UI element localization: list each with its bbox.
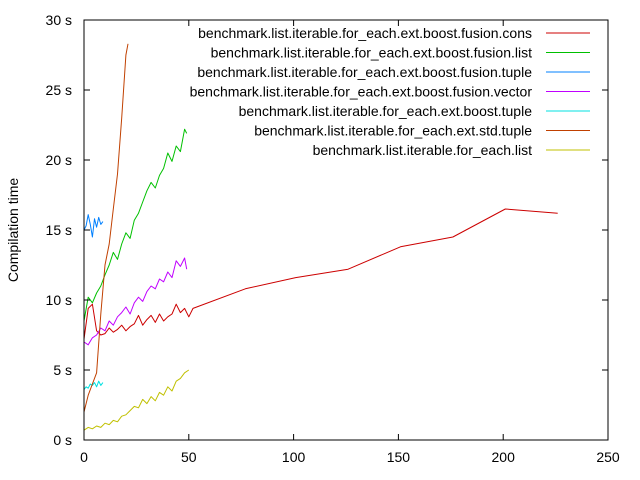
x-tick-label: 0 (80, 449, 88, 465)
x-tick-label: 50 (181, 449, 197, 465)
legend-label: benchmark.list.iterable.for_each.ext.boo… (190, 84, 533, 100)
series-layer (83, 43, 558, 431)
series-line-1 (83, 208, 558, 340)
x-tick-label: 250 (596, 449, 620, 465)
y-tick-label: 30 s (46, 12, 72, 28)
y-axis-label: Compilation time (5, 178, 21, 282)
legend-label: benchmark.list.iterable.for_each.ext.boo… (239, 103, 533, 119)
legend-label: benchmark.list.iterable.for_each.ext.boo… (197, 64, 532, 80)
legend-label: benchmark.list.iterable.for_each.ext.boo… (211, 45, 532, 61)
legend-label: benchmark.list.iterable.for_each.ext.boo… (198, 25, 532, 41)
y-tick-label: 20 s (46, 152, 72, 168)
x-tick-label: 150 (387, 449, 411, 465)
x-tick-label: 200 (492, 449, 516, 465)
y-tick-label: 15 s (46, 222, 72, 238)
series-line-5 (83, 380, 104, 390)
ticks-layer: 0 50 100 150 200 250 0 s 5 s 10 s 15 s 20 s 25 s 30 … (46, 12, 620, 465)
series-line-2 (83, 128, 188, 322)
series-line-3 (83, 214, 104, 238)
x-tick-label: 100 (282, 449, 306, 465)
legend: benchmark.list.iterable.for_each.ext.boo… (190, 25, 590, 158)
y-tick-label: 10 s (46, 292, 72, 308)
y-tick-label: 25 s (46, 82, 72, 98)
legend-label: benchmark.list.iterable.for_each.list (313, 142, 533, 158)
series-line-4 (83, 257, 188, 346)
legend-label: benchmark.list.iterable.for_each.ext.std… (254, 123, 532, 139)
series-line-7 (83, 369, 190, 431)
y-tick-label: 0 s (53, 432, 72, 448)
y-tick-label: 5 s (53, 362, 72, 378)
series-line-6 (83, 43, 129, 413)
